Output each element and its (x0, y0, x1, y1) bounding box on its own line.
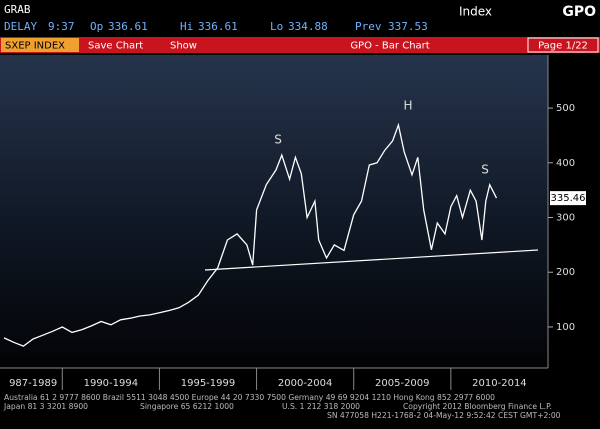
quote-status: DELAY (4, 20, 37, 33)
security-box[interactable] (1, 38, 79, 52)
page-box (527, 37, 599, 53)
y-tick-label: 400 (556, 158, 575, 169)
neckline (204, 249, 539, 271)
open-label: Op (90, 20, 103, 33)
y-tick-label: 300 (556, 213, 575, 224)
save-chart-button[interactable]: Save Chart (88, 41, 143, 52)
pattern-annotation: S (481, 163, 489, 177)
pattern-annotation: H (403, 99, 412, 113)
footer-contacts: Australia 61 2 9777 8600 Brazil 5511 304… (4, 393, 495, 402)
high-label: Hi (180, 20, 193, 33)
x-tick-label: 2000-2004 (278, 378, 333, 389)
low-value: 334.88 (288, 20, 328, 33)
pattern-annotation: S (274, 133, 282, 147)
x-tick-label: 1995-1999 (181, 378, 236, 389)
asset-class: Index (459, 5, 492, 19)
footer-session: SN 477058 H221-1768-2 04-May-12 9:52:42 … (327, 411, 561, 420)
footer-japan: Japan 81 3 3201 8900 (3, 402, 88, 411)
quote-time: 9:37 (48, 20, 75, 33)
toolbar (0, 37, 600, 53)
plot-area (0, 55, 548, 368)
footer-us: U.S. 1 212 318 2000 (282, 402, 360, 411)
x-tick-label: 2010-2014 (472, 378, 527, 389)
x-tick-label: 2005-2009 (375, 378, 430, 389)
low-label: Lo (270, 20, 283, 33)
y-tick-label: 100 (556, 322, 575, 333)
high-value: 336.61 (198, 20, 238, 33)
function-code: GRAB (4, 3, 31, 16)
page-indicator[interactable]: Page 1/22 (538, 41, 588, 52)
show-button[interactable]: Show (170, 41, 197, 52)
y-tick-label: 200 (556, 267, 575, 278)
last-price-box (550, 191, 586, 206)
quote-line: DELAY 9:37 Op 336.61 Hi 336.61 Lo 334.88… (4, 20, 428, 33)
last-price-label: 335.46 (551, 193, 586, 204)
footer-singapore: Singapore 65 6212 1000 (140, 402, 234, 411)
prev-label: Prev (355, 20, 382, 33)
x-tick-label: 987-1989 (9, 378, 57, 389)
footer-copyright: Copyright 2012 Bloomberg Finance L.P. (403, 402, 552, 411)
y-tick-label: 500 (556, 103, 575, 114)
price-line (3, 122, 498, 347)
screen-title: GPO - Bar Chart (350, 41, 429, 52)
prev-value: 337.53 (388, 20, 428, 33)
x-tick-label: 1990-1994 (84, 378, 139, 389)
chart: 100 200 300 400 500 987-1989 1990-1994 1995-199… (3, 99, 586, 390)
security[interactable]: SXEP INDEX (5, 41, 65, 52)
open-value: 336.61 (108, 20, 148, 33)
ticker: GPO (562, 4, 596, 20)
